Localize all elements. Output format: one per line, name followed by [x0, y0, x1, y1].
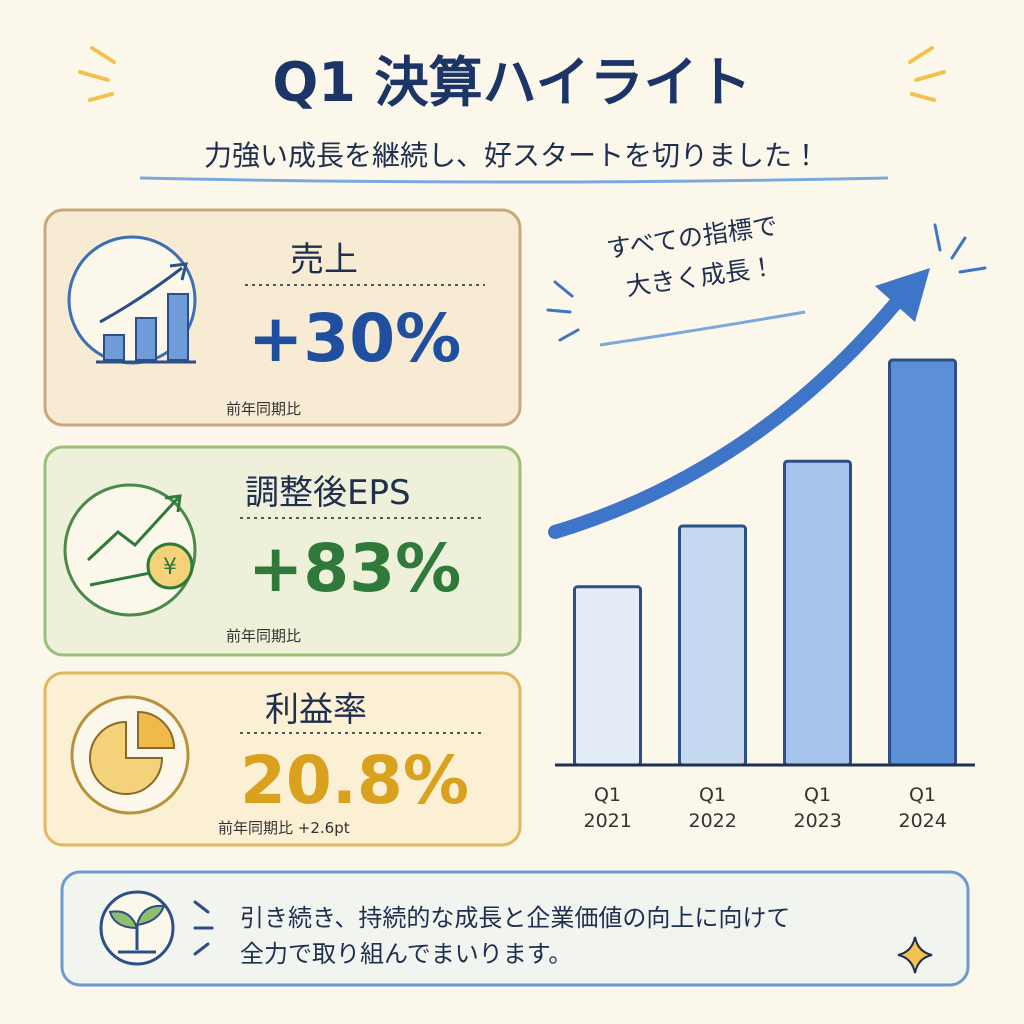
svg-text:¥: ¥ [163, 555, 177, 580]
x-tick-label: Q1 2024 [898, 784, 947, 832]
kpi-label: 売上 [290, 240, 358, 280]
growth-arrow [546, 223, 987, 539]
kpi-label: 利益率 [265, 690, 367, 730]
kpi-label: 調整後EPS [245, 473, 411, 513]
bar [678, 524, 747, 767]
kpi-value: 20.8% [240, 742, 469, 819]
dividers [240, 284, 485, 734]
kpi-note: 前年同期比 [226, 627, 302, 645]
footer-box [60, 870, 970, 987]
x-tick-label: Q1 2021 [583, 784, 632, 832]
footer-line: 全力で取り組んでまいります。 [240, 940, 573, 968]
title: Q1 決算ハイライト [272, 51, 752, 114]
footer-line: 引き続き、持続的な成長と企業価値の向上に向けて [240, 904, 791, 932]
icon-sprout [99, 890, 214, 966]
kpi-note: 前年同期比 [226, 400, 302, 418]
icon-margin [70, 695, 190, 815]
icon-eps: ¥ [63, 483, 197, 617]
x-tick-label: Q1 2023 [793, 784, 842, 832]
kpi-value: +30% [248, 300, 462, 377]
x-tick-label: Q1 2022 [688, 784, 737, 832]
subtitle: 力強い成長を継続し、好スタートを切りました！ [203, 139, 820, 172]
kpi-note: 前年同期比 +2.6pt [218, 819, 350, 837]
bar [888, 358, 957, 767]
bar [573, 585, 642, 767]
underline [139, 176, 889, 184]
bar-chart [555, 358, 975, 767]
sparkle [897, 936, 933, 974]
bar [783, 459, 852, 767]
kpi-value: +83% [248, 530, 462, 607]
icon-sales [67, 235, 197, 365]
sparks [78, 46, 946, 102]
